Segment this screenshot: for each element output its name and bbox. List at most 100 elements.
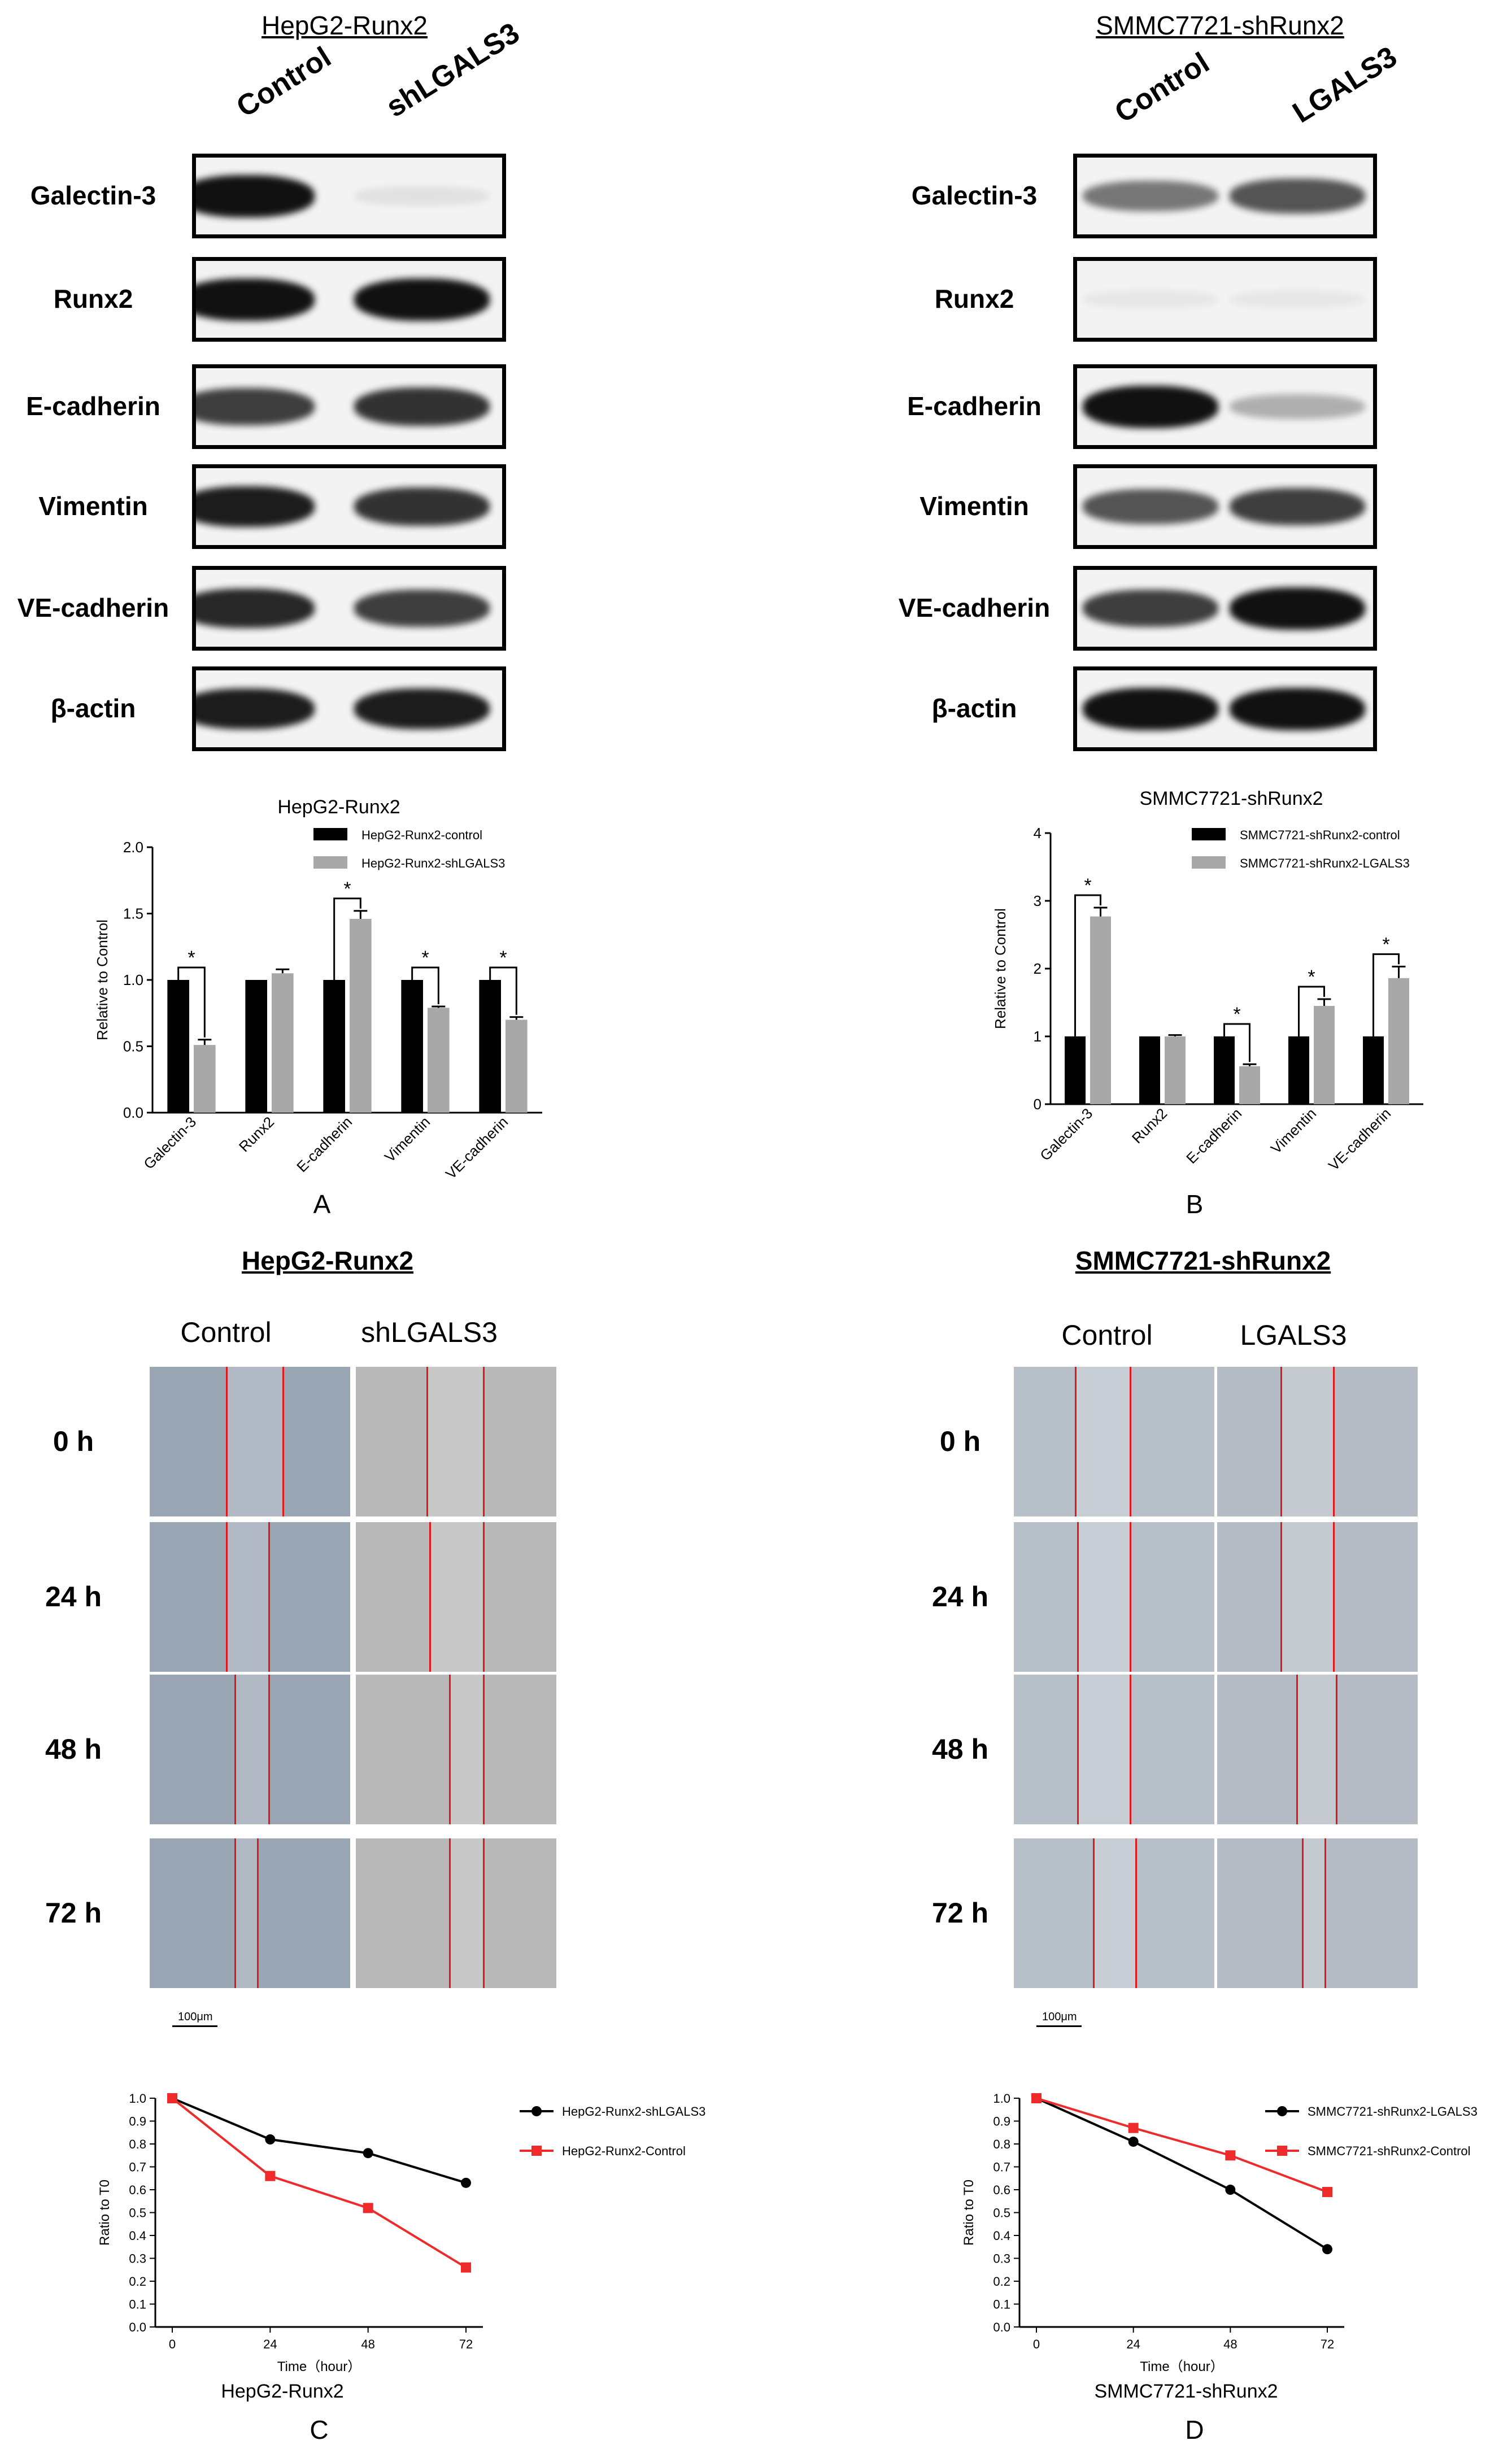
wound-edge-right: [1130, 1367, 1131, 1516]
bar-treatment: [1239, 1066, 1260, 1104]
blot-strip: [1073, 257, 1377, 342]
category-label: E-cadherin: [293, 1113, 355, 1175]
micrograph: [356, 1675, 556, 1824]
wound-edge-right: [483, 1522, 485, 1672]
blot-a-title: HepG2-Runx2: [261, 11, 428, 40]
bar-control: [479, 980, 501, 1113]
significance-star: *: [1233, 1004, 1240, 1025]
legend-swatch: [313, 828, 347, 840]
data-point: [1322, 2244, 1332, 2255]
timepoint-label: 24 h: [931, 1580, 989, 1612]
bar-treatment: [1388, 978, 1409, 1104]
blot-band: [1083, 290, 1218, 309]
y-tick-label: 0.6: [993, 2183, 1010, 2197]
blot-row-label: Runx2: [934, 284, 1014, 313]
wound-edge-right: [257, 1838, 259, 1988]
y-tick-label: 4: [1034, 825, 1042, 842]
wound-edge-left: [226, 1522, 228, 1672]
blot-band: [1230, 178, 1365, 213]
micrograph: [1217, 1838, 1418, 1988]
y-tick-label: 0.4: [129, 2229, 146, 2243]
blot-row-label: E-cadherin: [26, 391, 160, 421]
micrograph: [150, 1675, 350, 1824]
blot-band: [1083, 489, 1218, 524]
data-point: [1225, 2185, 1236, 2195]
wound-edge-left: [1296, 1675, 1298, 1824]
bar-treatment: [1165, 1036, 1186, 1104]
category-label: Galectin-3: [140, 1113, 199, 1173]
y-tick-label: 0.9: [993, 2115, 1010, 2129]
x-tick-label: 24: [263, 2337, 277, 2351]
legend-label: HepG2-Runx2-control: [361, 828, 482, 842]
wound-edge-right: [282, 1367, 284, 1516]
wound-edge-left: [449, 1675, 451, 1824]
significance-star: *: [1382, 934, 1389, 955]
y-axis-label: Relative to Control: [992, 908, 1009, 1029]
blot-strip: [192, 566, 506, 651]
legend-marker: [1277, 2106, 1287, 2116]
significance-bracket: [1074, 894, 1101, 1036]
wound-edge-left: [1093, 1838, 1095, 1988]
legend-swatch: [313, 856, 347, 869]
bar-control: [1139, 1036, 1160, 1104]
blot-band: [196, 175, 315, 217]
data-point: [461, 2177, 471, 2188]
wound-gap: [1075, 1367, 1130, 1516]
wound-edge-right: [483, 1367, 485, 1516]
wound-gap: [226, 1522, 268, 1672]
y-tick-label: 0.3: [993, 2252, 1010, 2266]
blot-band: [196, 486, 315, 528]
series-line: [1036, 2097, 1328, 2251]
micrograph: [150, 1838, 350, 1988]
category-label: VE-cadherin: [442, 1113, 511, 1182]
y-tick-label: 0.1: [129, 2298, 146, 2312]
category-label: Vimentin: [381, 1113, 433, 1165]
category-label: VE-cadherin: [1325, 1105, 1394, 1174]
scale-bar-label: 100μm: [178, 2011, 213, 2023]
wound-edge-right: [1130, 1522, 1131, 1672]
data-point: [1128, 2123, 1139, 2133]
legend-label: HepG2-Runx2-shLGALS3: [361, 856, 505, 870]
bar-control: [1288, 1036, 1309, 1104]
y-axis-label: Relative to Control: [94, 919, 111, 1040]
line-d-caption: SMMC7721-shRunx2: [1094, 2381, 1278, 2402]
micrograph: [356, 1522, 556, 1672]
bar-control: [167, 980, 189, 1113]
wound-b-col-treatment: LGALS3: [1240, 1319, 1347, 1351]
blot-band: [1083, 687, 1218, 730]
wound-gap: [226, 1367, 282, 1516]
y-tick-label: 0.1: [993, 2298, 1010, 2312]
blot-row-label: β-actin: [50, 694, 136, 723]
y-tick-label: 0.7: [129, 2160, 146, 2174]
category-label: E-cadherin: [1183, 1105, 1245, 1167]
bar-control: [1363, 1036, 1384, 1104]
blot-a-col-control: Control: [230, 41, 337, 124]
timepoint-label: 72 h: [931, 1897, 989, 1929]
panel-label-b: B: [1186, 1189, 1204, 1219]
legend-label: SMMC7721-shRunx2-LGALS3: [1240, 856, 1410, 870]
data-point: [1322, 2187, 1332, 2198]
wound-edge-left: [1302, 1838, 1304, 1988]
blot-band: [1230, 290, 1365, 309]
wound-edge-left: [234, 1838, 236, 1988]
blot-row-label: Vimentin: [920, 491, 1029, 521]
blot-band: [1230, 394, 1365, 419]
micrograph: [1014, 1367, 1214, 1516]
timepoint-label: 0 h: [53, 1425, 94, 1457]
blot-band: [354, 688, 490, 730]
blot-strip: [192, 364, 506, 449]
blot-strip: [192, 666, 506, 751]
bar-treatment: [428, 1008, 450, 1113]
legend-label: HepG2-Runx2-Control: [562, 2144, 686, 2158]
blot-band: [1230, 488, 1365, 525]
y-tick-label: 0: [1034, 1096, 1042, 1113]
y-tick-label: 1.0: [129, 2091, 146, 2106]
bar-control: [1214, 1036, 1235, 1104]
y-tick-label: 1.5: [123, 905, 143, 922]
bar-treatment: [1090, 916, 1111, 1104]
legend-marker: [531, 2146, 542, 2156]
y-tick-label: 2.0: [123, 839, 143, 856]
blot-band: [1083, 385, 1218, 428]
wound-gap: [1280, 1367, 1333, 1516]
y-tick-label: 0.5: [129, 2206, 146, 2220]
